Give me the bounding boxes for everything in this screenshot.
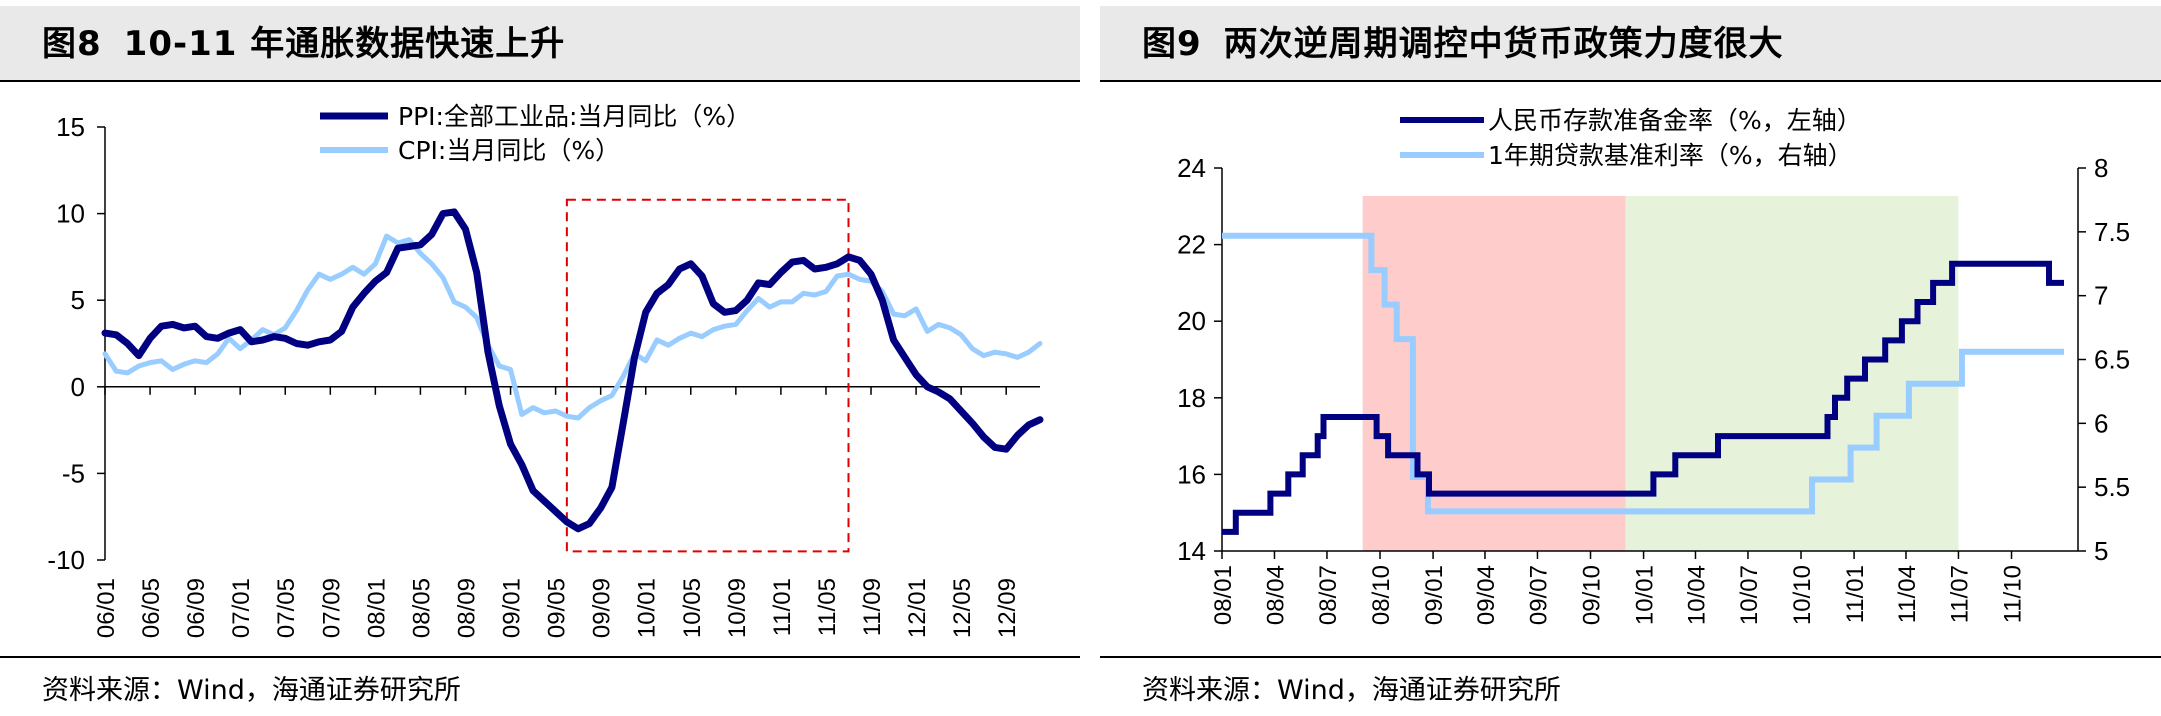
right-y-tick-label: 8 [2094, 153, 2108, 183]
x-tick-label: 12/05 [949, 578, 976, 638]
figure-8-panel: 图8 10-11 年通胀数据快速上升 15 10 5 0 -5 -10 06/01 06/05 0… [0, 0, 1080, 716]
x-tick-label: 10/01 [1632, 565, 1659, 625]
shaded-region-tightening [1625, 196, 1959, 551]
legend-label-ppi: PPI:全部工业品:当月同比（%） [398, 102, 751, 131]
shaded-region-easing [1362, 196, 1626, 551]
legend-label-cpi: CPI:当月同比（%） [398, 136, 620, 165]
right-y-tick-label: 6.5 [2094, 345, 2130, 375]
x-tick-label: 10/01 [634, 578, 661, 638]
x-tick-label: 09/04 [1473, 565, 1500, 625]
figure-9-panel: 图9 两次逆周期调控中货币政策力度很大 24 22 20 18 16 14 8 7.5 7 6.5 6… [1100, 0, 2161, 716]
figure-number: 图9 [1142, 24, 1202, 64]
title-bar [1100, 6, 2161, 82]
source-note: 资料来源：Wind，海通证券研究所 [42, 675, 461, 706]
x-tick-label: 11/09 [859, 578, 886, 636]
x-tick-label: 11/10 [2000, 565, 2027, 623]
x-tick-label: 08/07 [1315, 565, 1342, 625]
x-tick-label: 08/01 [363, 578, 390, 638]
x-tick-label: 10/10 [1789, 565, 1816, 625]
source-note: 资料来源：Wind，海通证券研究所 [1142, 675, 1561, 706]
right-y-tick-label: 6 [2094, 408, 2108, 438]
x-tick-label: 09/01 [499, 578, 526, 638]
x-tick-label: 09/09 [589, 578, 616, 638]
x-tick-label: 07/01 [228, 578, 255, 638]
x-tick-label: 06/09 [183, 578, 210, 638]
right-y-tick-label: 5 [2094, 536, 2108, 566]
legend-label-loan-rate: 1年期贷款基准利率（%，右轴） [1488, 141, 1853, 170]
inflation-line-chart: 15 10 5 0 -5 -10 06/01 06/05 06/09 07/01 07/05 07/0… [47, 102, 1044, 638]
x-tick-label: 08/01 [1210, 565, 1237, 625]
legend-label-rrr: 人民币存款准备金率（%，左轴） [1488, 106, 1862, 135]
right-y-tick-label: 7 [2094, 281, 2108, 311]
x-tick-label: 12/01 [904, 578, 931, 638]
source-divider [1100, 656, 2161, 658]
x-tick-label: 09/07 [1525, 565, 1552, 625]
y-tick-label: -5 [62, 458, 85, 488]
cpi-series-line [102, 233, 1043, 421]
figure-title: 图9 两次逆周期调控中货币政策力度很大 [1142, 16, 1784, 65]
right-y-tick-label: 7.5 [2094, 217, 2130, 247]
x-tick-label: 09/01 [1421, 565, 1448, 625]
x-tick-label: 11/01 [769, 578, 796, 636]
right-y-tick-label: 5.5 [2094, 472, 2130, 502]
left-y-tick-label: 24 [1177, 153, 1206, 183]
y-tick-label: -10 [47, 545, 85, 575]
figure-title: 图8 10-11 年通胀数据快速上升 [42, 16, 565, 65]
x-tick-label: 08/05 [408, 578, 435, 638]
highlight-box [565, 198, 850, 553]
y-tick-label: 15 [56, 112, 85, 142]
left-y-tick-label: 18 [1177, 383, 1206, 413]
x-tick-label: 08/09 [453, 578, 480, 638]
x-tick-label: 11/05 [814, 578, 841, 636]
x-tick-label: 09/05 [544, 578, 571, 638]
x-tick-label: 11/01 [1842, 565, 1869, 623]
left-y-tick-label: 14 [1177, 536, 1206, 566]
monetary-policy-step-chart: 24 22 20 18 16 14 8 7.5 7 6.5 6 5.5 5 08/01 08/04 08/07… [1177, 106, 2130, 625]
left-y-tick-label: 22 [1177, 230, 1206, 260]
y-tick-label: 5 [71, 285, 85, 315]
left-y-tick-label: 20 [1177, 306, 1206, 336]
x-tick-label: 10/05 [679, 578, 706, 638]
rrr-step-line [1222, 260, 2064, 535]
figure-number: 图8 [42, 24, 102, 64]
x-tick-label: 11/04 [1894, 565, 1921, 623]
figure-title-text: 10-11 年通胀数据快速上升 [123, 24, 566, 64]
figure-title-text: 两次逆周期调控中货币政策力度很大 [1223, 24, 1784, 64]
x-tick-label: 07/09 [318, 578, 345, 638]
x-tick-label: 09/10 [1579, 565, 1606, 625]
x-tick-label: 06/05 [138, 578, 165, 638]
x-tick-label: 07/05 [273, 578, 300, 638]
x-tick-label: 10/04 [1683, 565, 1710, 625]
loan-rate-step-line [1222, 232, 2064, 515]
x-tick-label: 10/09 [724, 578, 751, 638]
x-tick-label: 11/07 [1946, 565, 1973, 623]
ppi-series-line [101, 208, 1044, 533]
y-tick-label: 10 [56, 199, 85, 229]
x-tick-label: 08/10 [1368, 565, 1395, 625]
y-tick-label: 0 [71, 372, 85, 402]
left-y-tick-label: 16 [1177, 459, 1206, 489]
title-bar [0, 6, 1080, 82]
x-tick-label: 10/07 [1736, 565, 1763, 625]
source-divider [0, 656, 1080, 658]
x-tick-label: 08/04 [1262, 565, 1289, 625]
x-tick-label: 12/09 [994, 578, 1021, 638]
x-tick-label: 06/01 [93, 578, 120, 638]
